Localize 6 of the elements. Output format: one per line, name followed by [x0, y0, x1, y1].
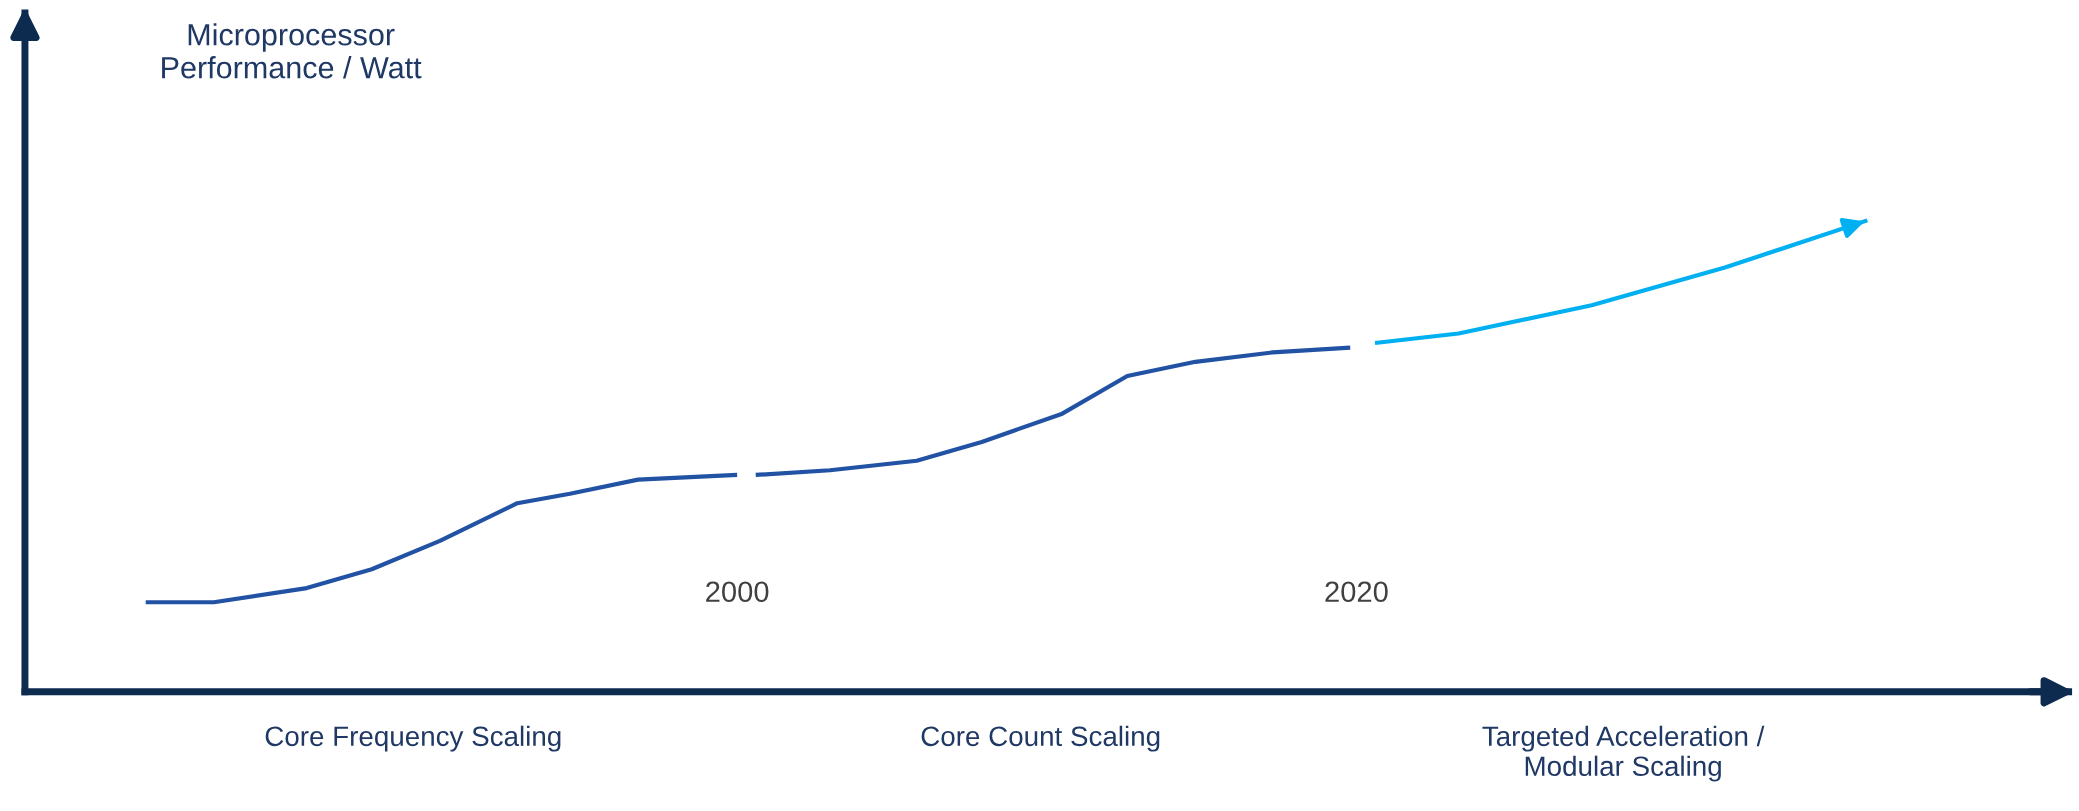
text: Core Count Scaling: [921, 725, 1160, 752]
text: Targeted Acceleration / Modular Scaling: [1482, 725, 1765, 782]
y-axis-title: Microprocessor Performance / Watt: [162, 23, 422, 79]
x-tick-label: 2020: [1325, 581, 1388, 603]
x-tick-label: 2000: [706, 581, 769, 603]
text: Core Frequency Scaling: [265, 725, 561, 752]
